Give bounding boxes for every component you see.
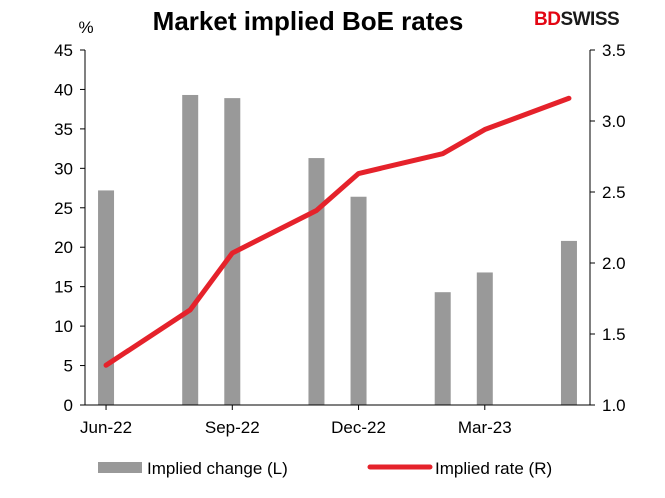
right-axis-tick-label-1.0: 1.0	[602, 396, 626, 415]
axes-layer: 0 5 10 15 20 25 30 35 40 45 1.0 1.5 2.0 2.5 3.0 3.5 Jun-…	[54, 41, 626, 437]
line-layer	[103, 95, 572, 368]
bar-implied-change-2	[182, 94, 199, 405]
right-axis-tick-label-3.0: 3.0	[602, 112, 626, 131]
left-axis-tick-label-20: 20	[54, 238, 73, 257]
legend-swatch-implied-change	[98, 462, 142, 473]
left-axis-tick-label-40: 40	[54, 80, 73, 99]
left-axis-unit: %	[78, 18, 93, 37]
x-axis-tick-label-2: Dec-22	[331, 418, 386, 437]
left-axis-tick-label-35: 35	[54, 120, 73, 139]
legend-label-implied-rate: Implied rate (R)	[435, 459, 552, 478]
bar-implied-change-8	[434, 292, 451, 405]
left-axis-tick-label-15: 15	[54, 278, 73, 297]
brand-logo-prefix: BD	[534, 9, 561, 30]
left-axis-tick-label-5: 5	[64, 357, 73, 376]
right-axis-tick-label-2.5: 2.5	[602, 183, 626, 202]
brand-logo: BDSWISS	[534, 9, 662, 31]
left-axis-tick-label-10: 10	[54, 317, 73, 336]
line-implied-rate	[103, 95, 572, 368]
left-axis-tick-label-45: 45	[54, 41, 73, 60]
bar-implied-change-11	[560, 240, 577, 405]
right-axis-tick-label-1.5: 1.5	[602, 325, 626, 344]
bars-layer	[98, 94, 577, 405]
x-axis-tick-label-1: Sep-22	[205, 418, 260, 437]
bar-implied-change-0	[98, 190, 115, 405]
right-axis-tick-label-3.5: 3.5	[602, 41, 626, 60]
bar-implied-change-6	[350, 196, 367, 405]
x-axis-tick-label-3: Mar-23	[458, 418, 512, 437]
bar-implied-change-5	[308, 158, 325, 405]
left-axis-tick-label-30: 30	[54, 159, 73, 178]
right-axis-tick-label-2.0: 2.0	[602, 254, 626, 273]
left-axis-tick-label-25: 25	[54, 199, 73, 218]
chart-title: Market implied BoE rates	[153, 6, 464, 36]
x-axis-tick-label-0: Jun-22	[80, 418, 132, 437]
legend: Implied change (L) Implied rate (R)	[98, 459, 552, 478]
left-axis-tick-label-0: 0	[64, 396, 73, 415]
brand-logo-suffix: SWISS	[560, 9, 620, 30]
bar-implied-change-9	[476, 272, 493, 405]
legend-label-implied-change: Implied change (L)	[147, 459, 288, 478]
